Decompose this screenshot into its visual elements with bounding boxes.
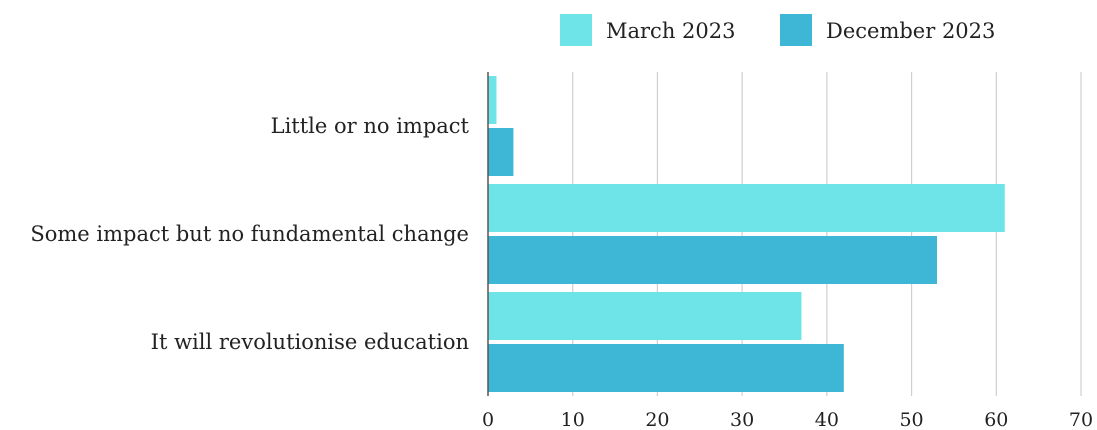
x-tick-label: 40 bbox=[815, 409, 839, 430]
category-label: It will revolutionise education bbox=[151, 330, 469, 354]
legend-swatch bbox=[560, 14, 592, 46]
x-tick-label: 10 bbox=[561, 409, 585, 430]
x-tick-label: 50 bbox=[899, 409, 923, 430]
legend: March 2023 December 2023 bbox=[560, 14, 995, 46]
bar bbox=[488, 236, 937, 284]
gridlines bbox=[572, 72, 1082, 396]
bar bbox=[488, 76, 497, 124]
x-tick-labels: 0 10 20 30 40 50 60 70 bbox=[482, 409, 1093, 430]
bar bbox=[488, 128, 514, 176]
x-tick-label: 30 bbox=[730, 409, 754, 430]
category-label: Some impact but no fundamental change bbox=[30, 222, 469, 246]
x-tick-label: 20 bbox=[645, 409, 669, 430]
x-tick-label: 0 bbox=[482, 409, 494, 430]
legend-label: December 2023 bbox=[826, 19, 995, 43]
category-labels: Little or no impact Some impact but no fu… bbox=[30, 114, 469, 354]
category-label: Little or no impact bbox=[271, 114, 470, 138]
legend-label: March 2023 bbox=[606, 19, 735, 43]
bars bbox=[488, 76, 1005, 392]
bar bbox=[488, 292, 802, 340]
bar bbox=[488, 344, 844, 392]
x-tick-label: 70 bbox=[1069, 409, 1093, 430]
x-tick-label: 60 bbox=[984, 409, 1008, 430]
legend-swatch bbox=[780, 14, 812, 46]
bar bbox=[488, 184, 1005, 232]
